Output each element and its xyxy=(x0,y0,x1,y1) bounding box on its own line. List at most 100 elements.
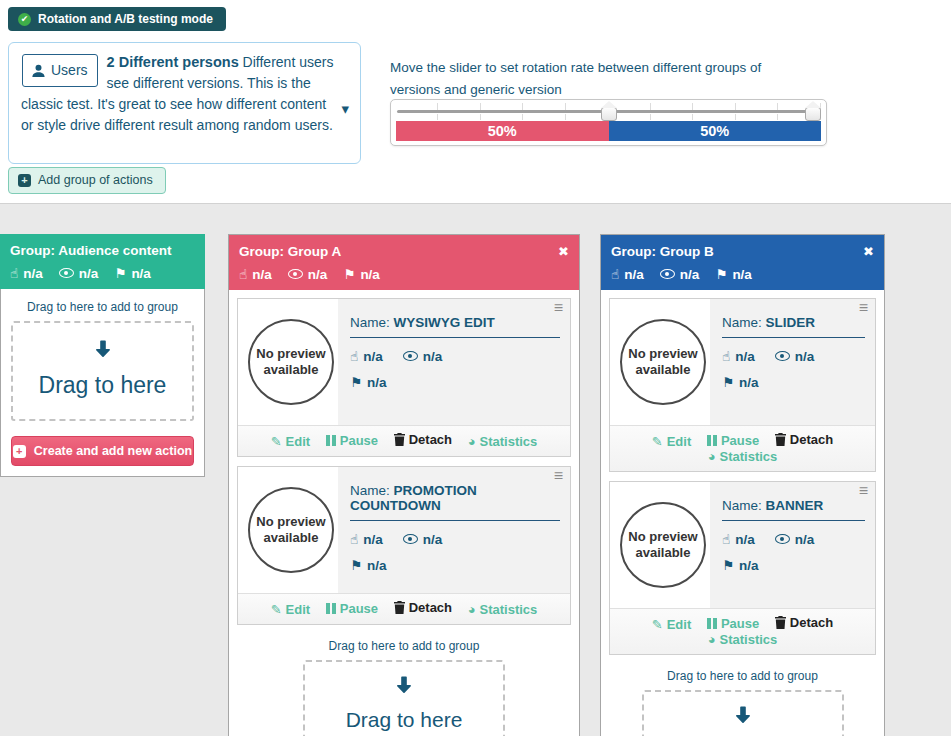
no-preview-circle: No preview available xyxy=(620,502,706,588)
create-action-label: Create and add new action xyxy=(34,444,192,458)
edit-icon: ✎ xyxy=(271,602,282,617)
thumbs-up-icon: ☝ xyxy=(722,531,730,547)
rotation-slider[interactable]: 50% 50% xyxy=(390,99,827,146)
pause-button[interactable]: Pause xyxy=(707,433,759,448)
action-card-promotion-countdown[interactable]: No preview available ≡ Name: PROMOTION C… xyxy=(237,466,571,625)
edit-button[interactable]: ✎Edit xyxy=(271,602,310,617)
action-card-wysiwyg-edit[interactable]: No preview available ≡ Name: WYSIWYG EDI… xyxy=(237,298,571,457)
drop-target[interactable]: Drag to here xyxy=(642,690,844,736)
thumbs-up-icon: ☝ xyxy=(239,266,247,282)
flag-icon: ⚑ xyxy=(114,265,126,281)
drag-handle-icon[interactable]: ≡ xyxy=(859,299,868,317)
group-header-audience-content: Group: Audience content ☝n/a n/a ⚑n/a xyxy=(0,234,205,289)
statistics-button[interactable]: ◕Statistics xyxy=(468,434,538,449)
slider-handle-mid[interactable] xyxy=(601,107,617,121)
card-info: ≡ Name: SLIDER ☝n/a n/a ⚑n/a xyxy=(710,299,875,425)
no-preview-circle: No preview available xyxy=(248,487,334,573)
slider-instruction: Move the slider to set rotation rate bet… xyxy=(390,57,802,101)
no-preview-text: No preview available xyxy=(250,346,332,378)
drop-target[interactable]: Drag to here xyxy=(303,660,505,736)
no-preview-text: No preview available xyxy=(622,529,704,561)
thumbs-stat: ☝n/a xyxy=(350,531,383,547)
action-name: SLIDER xyxy=(766,315,816,330)
group-title-prefix: Group: xyxy=(611,244,656,259)
card-stats-row-1: ☝n/a n/a xyxy=(722,348,865,364)
thumbs-stat: ☝n/a xyxy=(611,266,644,282)
action-name-row: Name: PROMOTION COUNTDOWN xyxy=(350,483,560,521)
pause-button[interactable]: Pause xyxy=(326,601,378,616)
edit-button[interactable]: ✎Edit xyxy=(652,617,691,632)
trash-icon xyxy=(394,601,405,614)
group-title-prefix: Group: xyxy=(239,244,284,259)
edit-icon: ✎ xyxy=(652,617,663,632)
detach-button[interactable]: Detach xyxy=(775,615,833,630)
drop-hint: Drag to here to add to group xyxy=(9,300,196,314)
card-footer: ✎Edit Pause Detach ◕Statistics xyxy=(238,593,570,624)
no-preview-circle: No preview available xyxy=(248,319,334,405)
slider-handle-end[interactable] xyxy=(805,107,821,121)
card-main: No preview available ≡ Name: SLIDER ☝n/a… xyxy=(610,299,875,425)
eye-icon xyxy=(660,269,675,279)
edit-icon: ✎ xyxy=(652,434,663,449)
close-icon[interactable]: ✖ xyxy=(863,244,874,259)
drag-handle-icon[interactable]: ≡ xyxy=(859,482,868,500)
views-stat: n/a xyxy=(403,348,443,364)
statistics-button[interactable]: ◕Statistics xyxy=(708,449,778,464)
slider-bars: 50% 50% xyxy=(396,121,821,141)
action-name-row: Name: WYSIWYG EDIT xyxy=(350,315,560,338)
mode-badge[interactable]: ✔ Rotation and A/B testing mode xyxy=(8,7,226,31)
card-stats-row-2: ⚑n/a xyxy=(350,374,560,390)
mode-selector-box[interactable]: Users 2 Different persons Different user… xyxy=(8,42,361,164)
users-chip-label: Users xyxy=(51,60,88,81)
detach-button[interactable]: Detach xyxy=(394,432,452,447)
edit-button[interactable]: ✎Edit xyxy=(652,434,691,449)
action-name-row: Name: BANNER xyxy=(722,498,865,521)
action-card-banner[interactable]: No preview available ≡ Name: BANNER ☝n/a… xyxy=(609,481,876,655)
pause-button[interactable]: Pause xyxy=(326,433,378,448)
drag-handle-icon[interactable]: ≡ xyxy=(554,467,563,485)
drag-handle-icon[interactable]: ≡ xyxy=(554,299,563,317)
card-stats-row-2: ⚑n/a xyxy=(722,374,865,390)
group-title: Group: Group A xyxy=(239,244,569,259)
statistics-button[interactable]: ◕Statistics xyxy=(708,632,778,647)
statistics-button[interactable]: ◕Statistics xyxy=(468,602,538,617)
name-label: Name: xyxy=(722,315,762,330)
group-stats: ☝n/a n/a ⚑n/a xyxy=(611,266,874,282)
no-preview-text: No preview available xyxy=(250,514,332,546)
drop-label: Drag to here xyxy=(309,708,499,732)
group-panel-audience-content: Group: Audience content ☝n/a n/a ⚑n/a Dr… xyxy=(0,234,205,477)
group-body-group-b: No preview available ≡ Name: SLIDER ☝n/a… xyxy=(601,290,884,736)
flags-stat: ⚑n/a xyxy=(350,374,387,390)
thumbs-stat: ☝n/a xyxy=(350,348,383,364)
trash-icon xyxy=(775,616,786,629)
detach-button[interactable]: Detach xyxy=(775,432,833,447)
add-group-label: Add group of actions xyxy=(38,173,153,187)
action-card-slider[interactable]: No preview available ≡ Name: SLIDER ☝n/a… xyxy=(609,298,876,472)
thumbs-up-icon: ☝ xyxy=(10,265,18,281)
group-name: Audience content xyxy=(58,243,171,258)
detach-button[interactable]: Detach xyxy=(394,600,452,615)
flags-stat: ⚑n/a xyxy=(715,266,752,282)
eye-icon xyxy=(775,351,790,361)
create-action-button[interactable]: + Create and add new action xyxy=(11,436,194,466)
pause-button[interactable]: Pause xyxy=(707,616,759,631)
add-group-button[interactable]: + Add group of actions xyxy=(8,167,166,194)
drop-target[interactable]: Drag to here xyxy=(11,321,194,421)
arrow-down-icon xyxy=(93,338,113,358)
rotation-bar-right: 50% xyxy=(609,121,822,141)
eye-icon xyxy=(403,351,418,361)
name-label: Name: xyxy=(350,315,390,330)
group-drop-area: Drag to here to add to group Drag to her… xyxy=(609,669,876,736)
caret-down-icon[interactable]: ▾ xyxy=(341,98,349,119)
card-footer: ✎Edit Pause Detach ◕Statistics xyxy=(610,608,875,654)
card-footer: ✎Edit Pause Detach ◕Statistics xyxy=(238,425,570,456)
drop-label: Drag to here xyxy=(17,372,188,399)
pause-icon xyxy=(326,603,336,614)
close-icon[interactable]: ✖ xyxy=(558,244,569,259)
mode-badge-label: Rotation and A/B testing mode xyxy=(38,12,213,26)
card-info: ≡ Name: BANNER ☝n/a n/a ⚑n/a xyxy=(710,482,875,608)
trash-icon xyxy=(394,433,405,446)
card-main: No preview available ≡ Name: WYSIWYG EDI… xyxy=(238,299,570,425)
thumbs-stat: ☝n/a xyxy=(722,531,755,547)
edit-button[interactable]: ✎Edit xyxy=(271,434,310,449)
